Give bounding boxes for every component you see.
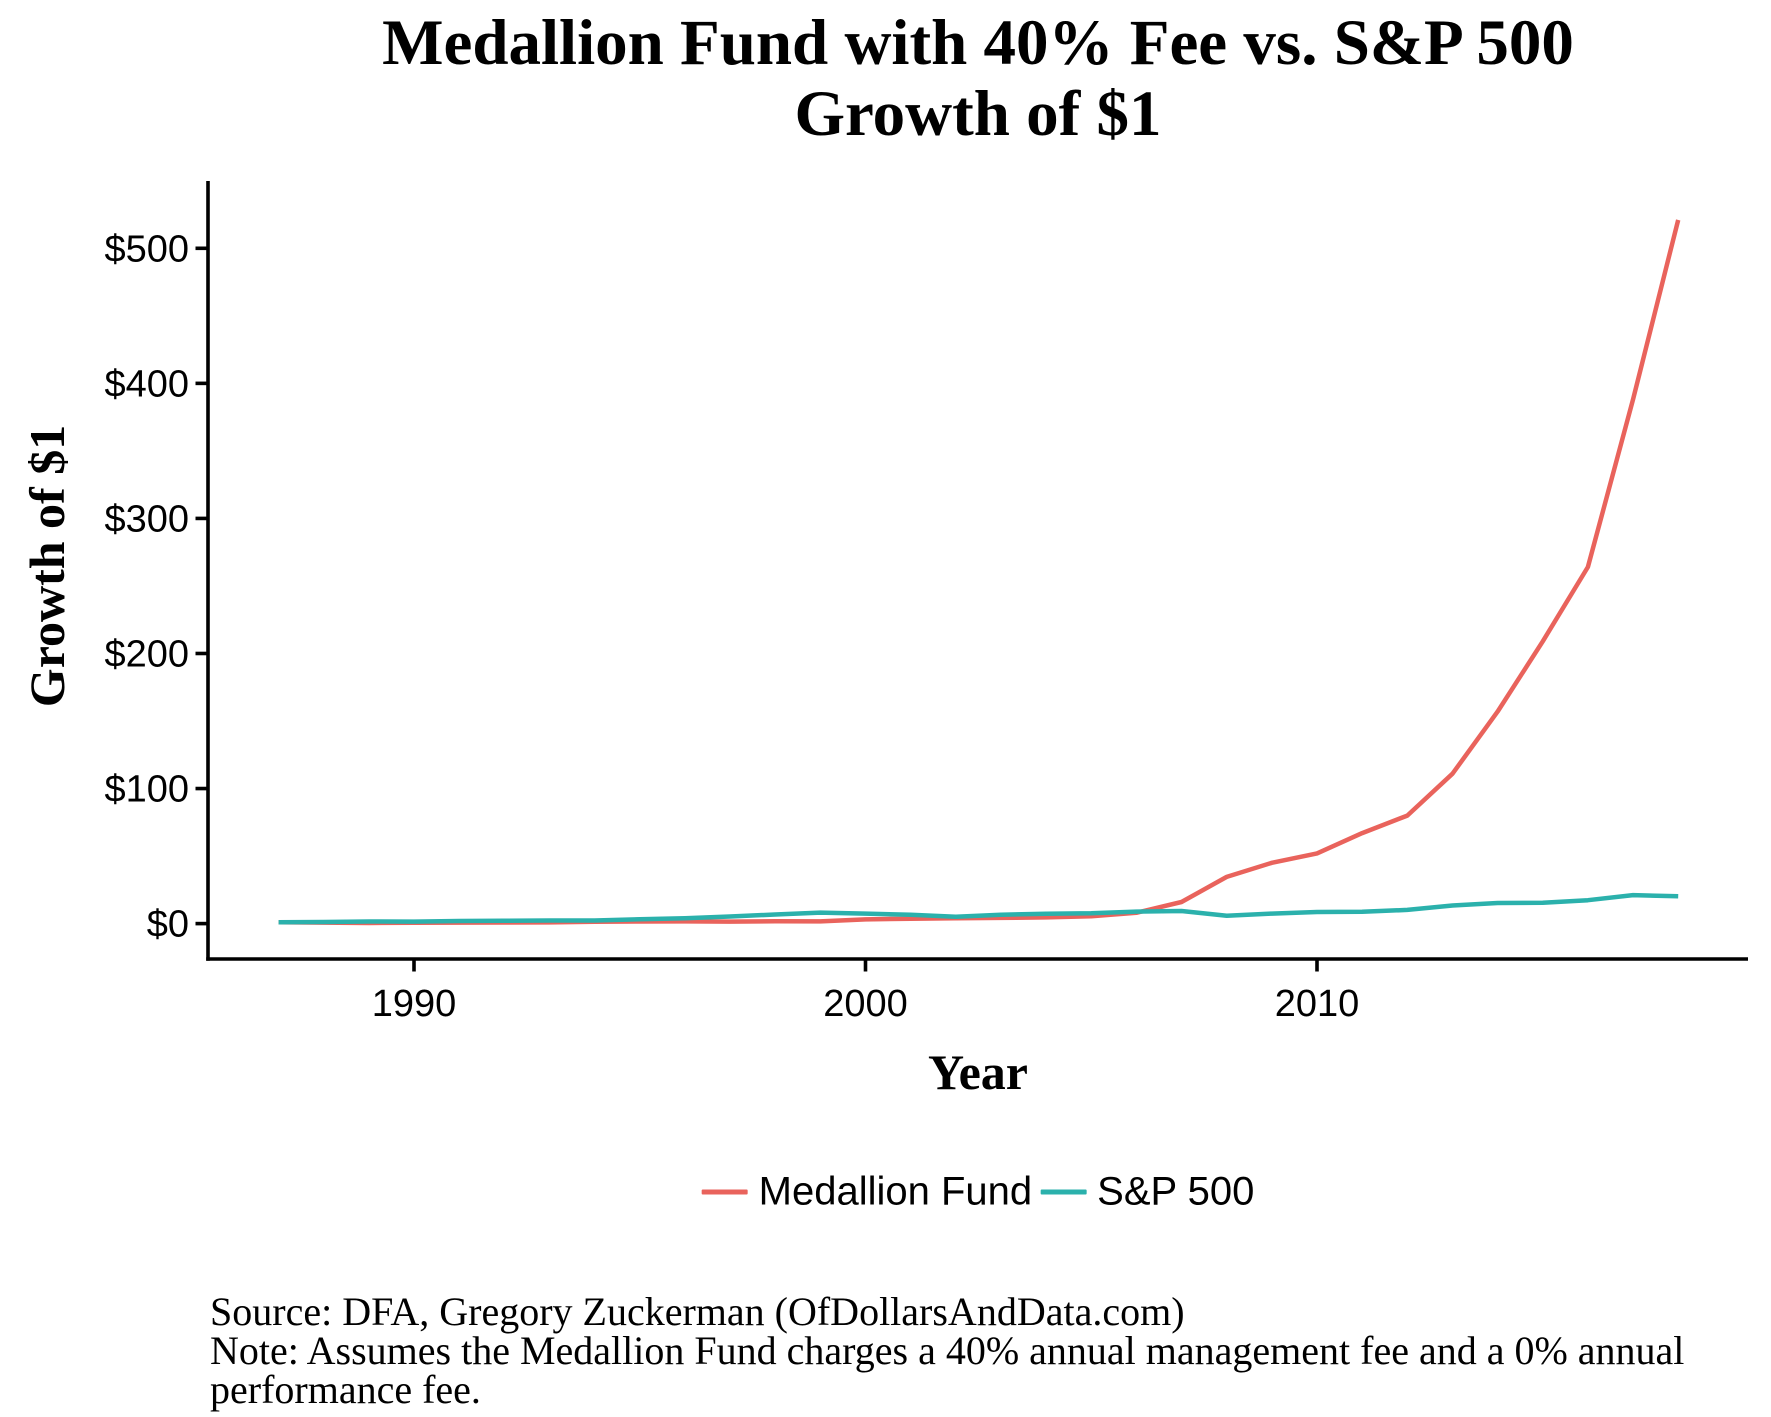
y-axis-ticks: $0 $100 $200 $300 $400 $500 — [104, 228, 208, 946]
note-line-2: performance fee. — [210, 1367, 481, 1412]
series-line-medallion-fund — [278, 219, 1681, 926]
page-title: Medallion Fund with 40% Fee vs. S&P 500 … — [208, 8, 1748, 150]
x-tick-label: 2000 — [823, 983, 908, 1025]
y-tick-label: $500 — [104, 228, 189, 270]
source-line: Source: DFA, Gregory Zuckerman (OfDollar… — [210, 1289, 1185, 1334]
legend-item-medallion-fund: Medallion Fund — [701, 1169, 1033, 1215]
legend: Medallion Fund S&P 500 — [701, 1169, 1254, 1215]
y-tick-label: $100 — [104, 769, 189, 811]
x-axis-ticks: 1990 2000 2010 — [372, 959, 1360, 1025]
legend-label: Medallion Fund — [758, 1169, 1033, 1214]
y-tick-label: $200 — [104, 633, 189, 675]
series-line-s-p-500 — [278, 892, 1679, 925]
y-tick-label: $0 — [147, 904, 189, 946]
x-tick-label: 1990 — [372, 983, 457, 1025]
page-title-line-2: Growth of $1 — [794, 78, 1162, 150]
legend-label: S&P 500 — [1097, 1169, 1255, 1214]
axes — [206, 181, 1748, 961]
legend-item-s-p-500: S&P 500 — [1040, 1170, 1254, 1215]
series-lines — [278, 219, 1681, 926]
y-tick-label: $400 — [104, 363, 189, 405]
x-tick-label: 2010 — [1275, 983, 1360, 1025]
legend-key-icon — [701, 1189, 748, 1195]
footnote: Source: DFA, Gregory Zuckerman (OfDollar… — [210, 1289, 1755, 1412]
y-axis-title: Growth of $1 — [19, 424, 75, 708]
note-line-1: Note: Assumes the Medallion Fund charges… — [210, 1328, 1685, 1373]
legend-key-icon — [1040, 1189, 1087, 1195]
x-axis-title: Year — [928, 1044, 1028, 1100]
page-title-line-1: Medallion Fund with 40% Fee vs. S&P 500 — [382, 7, 1574, 79]
y-tick-label: $300 — [104, 498, 189, 540]
